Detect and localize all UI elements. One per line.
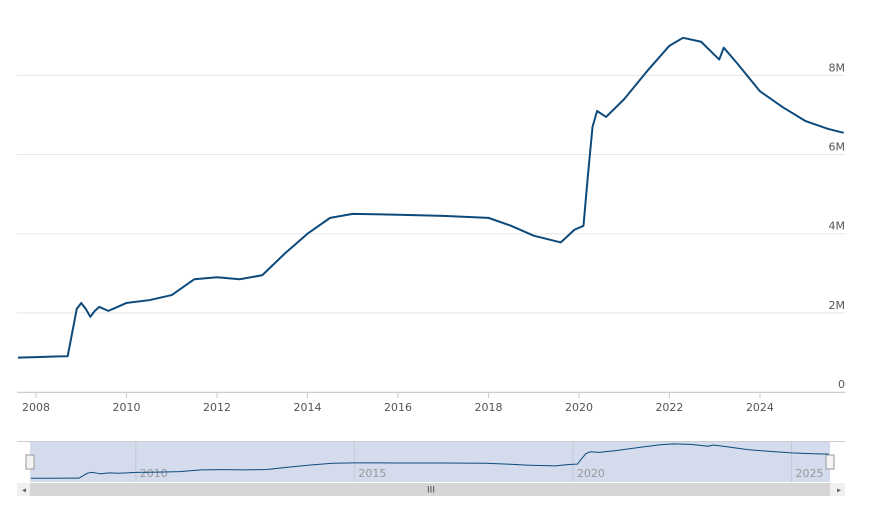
x-tick-label: 2020 — [565, 401, 593, 414]
y-tick-label: 6M — [829, 141, 846, 154]
scrollbar-grip: III — [427, 486, 435, 496]
navigator-tick-label: 2010 — [140, 467, 168, 480]
line — [17, 36, 844, 359]
navigator-tick-label: 2025 — [796, 467, 824, 480]
x-tick-label: 2014 — [293, 401, 321, 414]
x-tick-label: 2024 — [746, 401, 774, 414]
scroll-left[interactable]: ◂ — [22, 486, 26, 495]
scrollbar-thumb[interactable] — [30, 483, 830, 496]
navigator-tick-label: 2015 — [358, 467, 386, 480]
y-tick-label: 2M — [829, 299, 846, 312]
navigator-handle[interactable] — [25, 454, 35, 470]
navigator-tick-label: 2020 — [577, 467, 605, 480]
x-tick-label: 2012 — [203, 401, 231, 414]
y-tick-label: 8M — [829, 61, 846, 74]
scroll-right[interactable]: ▸ — [837, 486, 841, 495]
navigator-line — [30, 443, 829, 479]
x-tick-label: 2008 — [22, 401, 50, 414]
y-tick-label: 0 — [838, 378, 845, 391]
navigator-handle[interactable] — [825, 454, 835, 470]
x-tick-label: 2016 — [384, 401, 412, 414]
x-tick-label: 2018 — [474, 401, 502, 414]
navigator-selection[interactable] — [30, 442, 830, 482]
x-tick-label: 2010 — [112, 401, 140, 414]
x-tick-label: 2022 — [655, 401, 683, 414]
y-tick-label: 4M — [829, 220, 846, 233]
